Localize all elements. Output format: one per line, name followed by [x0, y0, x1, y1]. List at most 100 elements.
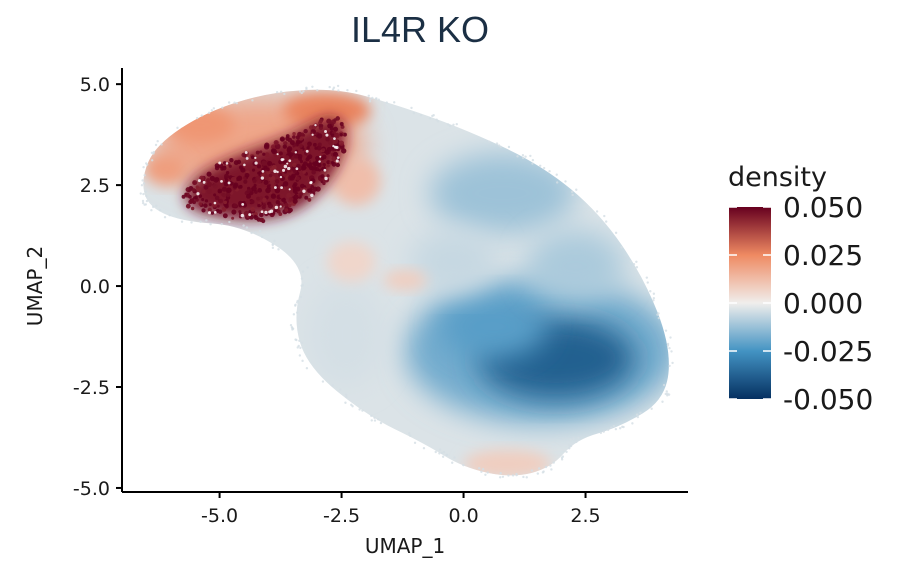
- density-blob-left-edge: [143, 152, 188, 186]
- boundary-point: [145, 199, 149, 203]
- density-point: [213, 193, 217, 197]
- boundary-point: [650, 407, 653, 410]
- sparse-gap: [218, 161, 222, 165]
- sparse-gap: [336, 156, 340, 159]
- density-point: [259, 212, 264, 218]
- density-blob-upper-left-tail: [165, 106, 235, 143]
- boundary-point: [370, 419, 373, 422]
- boundary-point: [542, 166, 546, 170]
- density-point: [302, 166, 306, 170]
- boundary-point: [448, 124, 452, 128]
- density-point: [339, 122, 344, 126]
- chart-title: IL4R KO: [351, 9, 489, 50]
- density-point: [221, 192, 227, 198]
- boundary-point: [434, 450, 437, 454]
- boundary-point: [635, 413, 639, 416]
- legend-label: -0.050: [783, 383, 873, 416]
- density-point: [270, 144, 277, 150]
- boundary-point: [436, 120, 440, 123]
- boundary-point: [393, 101, 396, 104]
- x-tick-label: -5.0: [201, 505, 238, 527]
- density-point: [327, 123, 332, 129]
- density-point: [224, 173, 229, 179]
- density-point: [306, 162, 312, 168]
- density-point: [274, 179, 280, 184]
- sparse-gap: [197, 179, 201, 183]
- density-point: [198, 202, 203, 206]
- density-point: [333, 126, 339, 132]
- density-point: [325, 136, 330, 142]
- boundary-point: [245, 226, 249, 229]
- y-tick-label: 5.0: [80, 74, 110, 96]
- density-point: [338, 140, 345, 146]
- boundary-point: [531, 162, 534, 165]
- boundary-point: [350, 403, 353, 407]
- boundary-point: [668, 346, 671, 350]
- boundary-point: [657, 316, 661, 320]
- boundary-point: [279, 90, 283, 93]
- boundary-point: [666, 344, 670, 347]
- boundary-point: [521, 156, 525, 160]
- sparse-gap: [318, 160, 321, 163]
- boundary-point: [445, 453, 448, 457]
- boundary-point: [570, 190, 574, 194]
- boundary-point: [151, 205, 155, 209]
- density-point: [201, 189, 206, 194]
- boundary-point: [499, 145, 502, 149]
- x-axis-title: UMAP_1: [365, 534, 445, 558]
- boundary-point: [498, 476, 502, 479]
- boundary-point: [302, 90, 305, 93]
- boundary-point: [652, 296, 656, 300]
- boundary-point: [292, 313, 296, 316]
- boundary-point: [484, 473, 487, 476]
- sparse-gap: [196, 192, 200, 196]
- boundary-point: [610, 426, 613, 429]
- boundary-point: [316, 89, 319, 92]
- boundary-point: [477, 467, 481, 470]
- sparse-gap: [279, 175, 283, 179]
- boundary-point: [150, 209, 153, 212]
- density-point: [322, 162, 326, 167]
- boundary-point: [220, 222, 223, 226]
- boundary-point: [294, 304, 297, 307]
- density-point: [223, 200, 227, 205]
- boundary-point: [480, 470, 483, 473]
- density-point: [273, 139, 279, 146]
- density-point: [293, 182, 298, 187]
- boundary-point: [635, 265, 639, 269]
- density-point: [318, 168, 322, 172]
- boundary-point: [205, 219, 208, 222]
- boundary-point: [289, 324, 293, 327]
- boundary-point: [631, 422, 634, 425]
- density-point: [331, 160, 335, 165]
- boundary-point: [531, 158, 535, 162]
- density-point: [315, 155, 320, 161]
- boundary-point: [331, 384, 334, 387]
- density-point: [324, 149, 330, 155]
- density-point: [198, 194, 203, 198]
- boundary-point: [652, 299, 655, 302]
- boundary-point: [345, 395, 348, 399]
- boundary-point: [370, 414, 373, 418]
- boundary-point: [328, 85, 331, 89]
- boundary-point: [141, 201, 145, 205]
- density-point: [217, 190, 221, 194]
- density-point: [313, 136, 317, 140]
- density-blob-mid-right: [526, 229, 625, 303]
- density-point: [218, 198, 224, 204]
- density-point: [271, 148, 278, 155]
- boundary-point: [453, 456, 456, 459]
- density-point: [274, 187, 281, 194]
- sparse-gap: [335, 159, 339, 163]
- boundary-point: [602, 430, 605, 433]
- sparse-gap: [295, 167, 299, 171]
- sparse-gap: [305, 149, 309, 153]
- boundary-point: [355, 89, 358, 93]
- density-point: [304, 195, 309, 200]
- boundary-point: [455, 122, 458, 126]
- density-point: [310, 159, 314, 163]
- boundary-point: [524, 155, 527, 158]
- density-point: [206, 178, 211, 183]
- sparse-gap: [324, 176, 328, 181]
- boundary-point: [358, 408, 361, 411]
